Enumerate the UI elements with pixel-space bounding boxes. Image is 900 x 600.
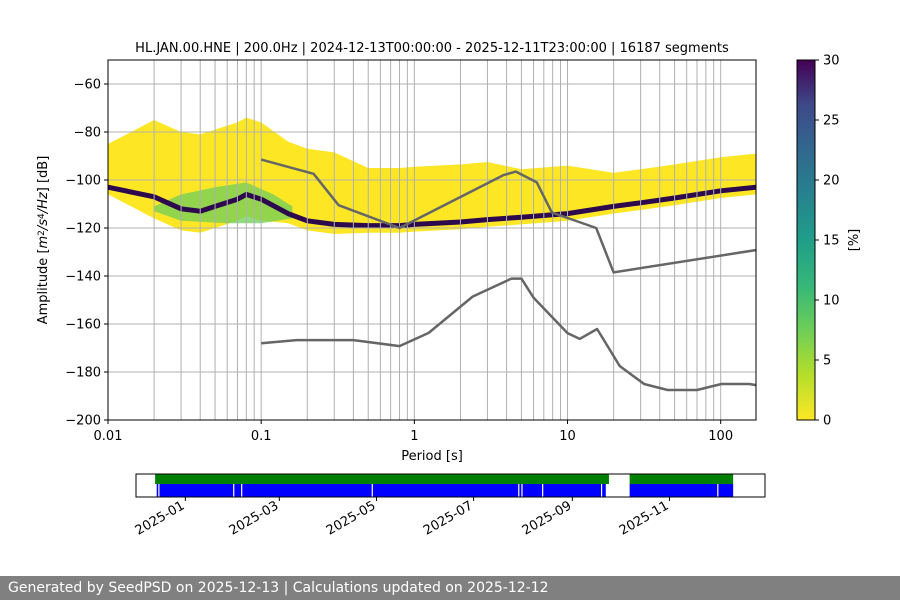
used-data-bar [629, 484, 734, 497]
footer-bar: Generated by SeedPSD on 2025-12-13 | Cal… [0, 576, 900, 600]
y-tick-label: −200 [65, 414, 101, 429]
psd-density-heatmap [108, 117, 756, 234]
plot-frame [107, 59, 757, 421]
y-axis-label: Amplitude [m2/s4/Hz] [dB] [36, 156, 51, 325]
available-data-bar [629, 474, 734, 484]
noise-model-nhnm [260, 158, 756, 274]
timeline-tick-label: 2025-07 [421, 498, 476, 538]
y-tick-label: −140 [65, 270, 101, 285]
data-gap [518, 484, 520, 497]
timeline-tick-label: 2025-03 [227, 498, 282, 538]
y-tick-label: −160 [65, 318, 101, 333]
used-data-bar [156, 484, 606, 497]
colorbar-tick-label: 15 [823, 234, 840, 249]
data-gap [521, 484, 523, 497]
data-gap [717, 484, 719, 497]
colorbar-label: [%] [847, 229, 862, 252]
y-tick-label: −80 [74, 126, 101, 141]
colorbar-gradient [796, 59, 816, 421]
x-tick-label: 0.1 [251, 429, 272, 444]
psd-mode-ridge [108, 184, 756, 229]
colorbar: 0 5 10 15 20 25 30 [%] [796, 54, 862, 429]
data-gap [371, 484, 373, 497]
timeline-ticks: 2025-01 2025-03 2025-05 2025-07 2025-09 2025-… [133, 497, 672, 539]
x-tick-label: 10 [559, 429, 576, 444]
x-axis-label: Period [s] [401, 449, 463, 464]
chart-title: HL.JAN.00.HNE | 200.0Hz | 2024-12-13T00:… [135, 41, 729, 56]
y-axis-ticks: −60 −80 −100 −120 −140 −160 −180 −200 [65, 78, 108, 429]
colorbar-tick-label: 5 [823, 354, 831, 369]
grid-lines [107, 60, 756, 421]
y-tick-label: −120 [65, 222, 101, 237]
data-gap [241, 484, 243, 497]
psd-plot: 0.01 0.1 1 10 100 −60 −80 −100 −120 −140 −160 −180… [36, 59, 757, 464]
data-gap [600, 484, 603, 497]
colorbar-tick-label: 0 [823, 414, 831, 429]
x-tick-label: 0.01 [94, 429, 123, 444]
available-data-bar [155, 474, 609, 484]
x-tick-label: 100 [708, 429, 733, 444]
x-tick-label: 1 [410, 429, 418, 444]
noise-model-curves [260, 158, 756, 392]
availability-bars [155, 474, 734, 497]
timeline-tick-label: 2025-01 [133, 498, 188, 538]
colorbar-ticks: 0 5 10 15 20 25 30 [815, 54, 840, 429]
y-tick-label: −60 [74, 78, 101, 93]
data-gap [233, 484, 235, 497]
data-gap [158, 484, 160, 497]
figure: HL.JAN.00.HNE | 200.0Hz | 2024-12-13T00:… [36, 41, 862, 539]
y-tick-label: −180 [65, 366, 101, 381]
data-gap [542, 484, 544, 497]
timeline-tick-label: 2025-11 [617, 498, 672, 538]
x-axis-ticks: 0.01 0.1 1 10 100 [94, 420, 733, 444]
y-tick-label: −100 [65, 174, 101, 189]
colorbar-tick-label: 10 [823, 294, 840, 309]
colorbar-tick-label: 30 [823, 54, 840, 69]
timeline-tick-label: 2025-05 [324, 498, 379, 538]
colorbar-tick-label: 25 [823, 114, 840, 129]
colorbar-tick-label: 20 [823, 174, 840, 189]
timeline-tick-label: 2025-09 [520, 498, 575, 538]
noise-model-nlnm [261, 277, 756, 392]
timeline-frame [135, 473, 766, 498]
data-availability-timeline: 2025-01 2025-03 2025-05 2025-07 2025-09 2025-… [133, 473, 766, 539]
